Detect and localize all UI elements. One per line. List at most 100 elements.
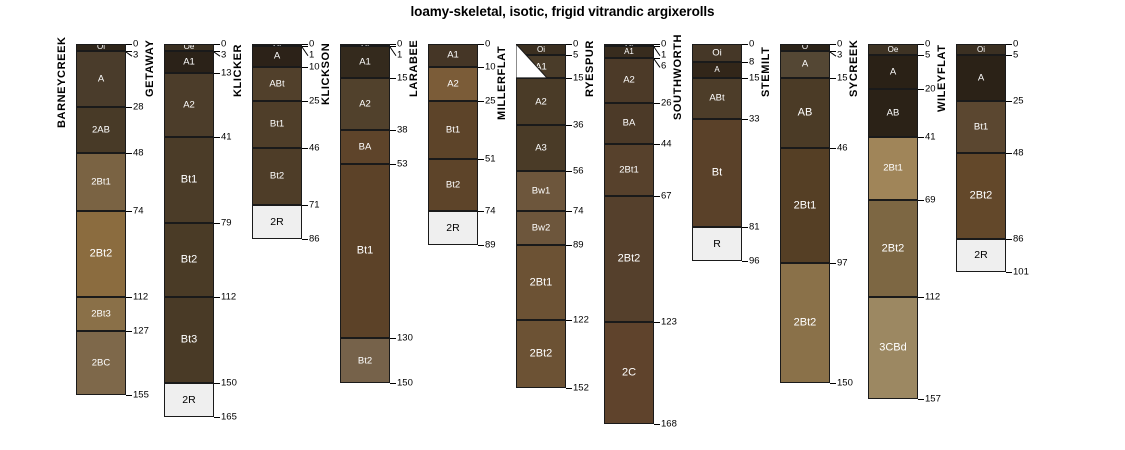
horizon-block: Bt1	[164, 136, 214, 223]
depth-axis: 0 5 25 48 86 101	[1006, 39, 1050, 444]
horizon-label: 3CBd	[879, 341, 907, 354]
horizon-label: 2AB	[92, 124, 110, 136]
horizon-block: ABt	[692, 77, 742, 119]
depth-tick	[1006, 272, 1012, 274]
tick-leader-line	[829, 51, 842, 57]
horizon-label: 2R	[182, 393, 196, 406]
horizon-label: Bt1	[445, 124, 461, 136]
horizon-block: R	[692, 227, 742, 262]
horizon-block: Oe	[164, 44, 214, 51]
horizon-label: A	[977, 72, 985, 84]
profile-site-label: STEMILT	[760, 46, 772, 98]
profile-site-label: GETAWAY	[144, 39, 156, 98]
profile-site-label: BARNEYCREEK	[56, 36, 68, 128]
horizon-block: 2Bt2	[76, 211, 126, 298]
horizon-label: ABt	[709, 92, 725, 104]
profile-site-label: WILEYFLAT	[936, 44, 948, 113]
depth-tick-label: 15	[573, 72, 584, 84]
horizon-label: A1	[447, 49, 459, 61]
depth-tick	[918, 399, 924, 401]
depth-tick	[654, 46, 660, 48]
depth-tick	[478, 211, 484, 213]
horizon-label: A1	[359, 56, 371, 68]
depth-axis: 0 3 15 46 97 150	[829, 39, 874, 444]
depth-tick-label: 38	[397, 124, 408, 136]
depth-tick-label: 74	[485, 205, 496, 217]
horizon-label: 2Bt1	[883, 162, 903, 174]
depth-tick	[1006, 44, 1012, 45]
horizon-block: Oi	[692, 44, 742, 63]
depth-tick-label: 15	[837, 72, 848, 84]
horizon-block: A3	[516, 125, 566, 171]
depth-tick-label: 112	[221, 291, 237, 303]
horizon-block: 2Bt1	[76, 152, 126, 212]
horizon-block: O	[780, 44, 830, 51]
horizon-block: 2Bt2	[604, 195, 654, 323]
depth-tick	[654, 322, 660, 324]
depth-tick	[390, 338, 396, 340]
depth-tick-label: 101	[1013, 266, 1029, 278]
horizon-label: Bt3	[180, 333, 198, 346]
soil-profiles-container: BARNEYCREEK Oi A 2AB 2Bt1 2Bt2 2Bt3 2BC 0 3 28 48 74…	[0, 34, 1125, 438]
horizon-label: 2Bt2	[89, 247, 113, 260]
horizon-label: 2Bt2	[617, 252, 641, 265]
depth-tick	[214, 297, 220, 299]
depth-tick-label: 89	[573, 239, 584, 251]
horizon-label: 2BC	[91, 357, 111, 369]
depth-tick-label: 36	[573, 119, 584, 131]
horizon-label: Oi	[977, 44, 985, 54]
depth-tick	[830, 148, 836, 150]
horizon-label: AB	[797, 106, 813, 119]
horizon-label: Bt2	[269, 170, 285, 182]
depth-tick	[214, 44, 220, 45]
depth-tick	[566, 44, 572, 45]
depth-tick-label: 165	[221, 411, 237, 423]
depth-tick-label: 41	[925, 130, 936, 142]
horizon-label: 2Bt2	[881, 242, 905, 255]
depth-tick-label: 0	[397, 38, 403, 50]
depth-tick	[126, 297, 132, 299]
horizon-label: A	[97, 73, 105, 85]
tick-leader-line	[653, 46, 666, 57]
depth-tick	[918, 297, 924, 299]
depth-tick	[830, 263, 836, 265]
depth-tick-label: 46	[837, 142, 848, 154]
depth-tick-label: 25	[1013, 94, 1024, 106]
depth-tick-label: 96	[749, 255, 760, 267]
depth-axis: 0 8 15 33 81 96	[742, 39, 786, 444]
horizon-block: A2	[428, 66, 478, 101]
depth-tick-label: 67	[661, 189, 672, 201]
horizon-block: A	[252, 46, 302, 67]
depth-tick	[126, 211, 132, 213]
horizon-label: Oi	[97, 44, 105, 51]
horizon-block: 2Bt2	[780, 263, 830, 384]
depth-tick-label: 3	[133, 49, 139, 61]
depth-tick	[830, 44, 836, 45]
horizon-block: Bt2	[164, 222, 214, 298]
depth-tick	[478, 44, 484, 45]
horizon-label: Bt1	[356, 244, 374, 257]
horizon-label: ABt	[269, 77, 285, 89]
horizon-label: O	[801, 44, 809, 51]
depth-axis: 0 1 6 26 44 67 123 168	[653, 39, 698, 444]
depth-tick	[566, 387, 572, 389]
horizon-label: 2Bt2	[529, 347, 553, 360]
depth-tick	[1006, 152, 1012, 154]
depth-tick-label: 15	[749, 72, 760, 84]
depth-tick-label: 53	[397, 158, 408, 170]
horizon-label: Oe	[183, 44, 195, 51]
horizon-label: 2Bt1	[91, 176, 111, 188]
horizon-label: Oi	[537, 44, 545, 54]
horizon-label: A3	[535, 142, 547, 154]
depth-tick-label: 150	[837, 377, 853, 389]
depth-tick	[390, 129, 396, 131]
depth-tick-label: 10	[309, 60, 320, 72]
horizon-block: 2AB	[76, 107, 126, 153]
horizon-label: Oe	[887, 44, 899, 54]
depth-tick	[1006, 100, 1012, 102]
depth-tick	[390, 44, 396, 45]
horizon-label: BA	[358, 141, 372, 153]
depth-tick-label: 5	[925, 49, 931, 61]
profile-site-label: KLICKSON	[320, 42, 332, 105]
horizon-block: Bt	[692, 118, 742, 228]
